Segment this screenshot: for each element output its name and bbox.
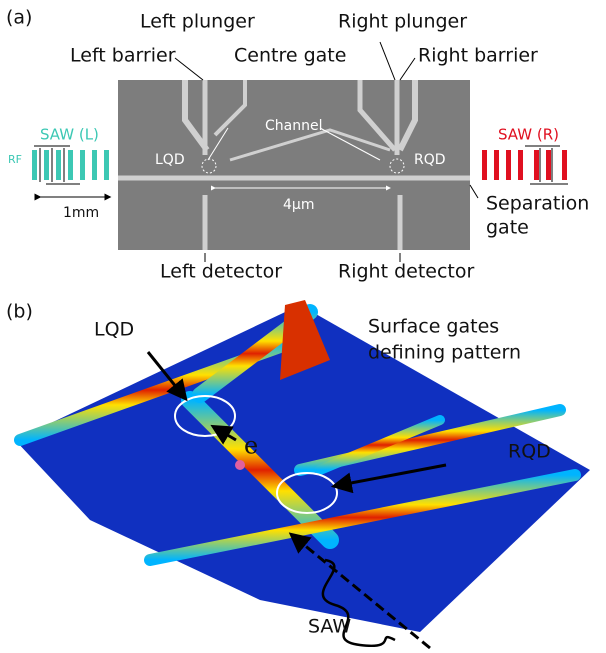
- label: RQD: [414, 152, 446, 168]
- label: 1mm: [63, 205, 99, 221]
- label: Right detector: [338, 261, 474, 283]
- label: Surface gates: [368, 316, 499, 338]
- label: LQD: [94, 319, 134, 341]
- idt-right: [482, 150, 567, 180]
- label: Left barrier: [70, 45, 176, 67]
- label: Right barrier: [418, 45, 538, 67]
- panel-b: (b) LQD Surface gates defining pattern e…: [6, 300, 590, 648]
- label: Left plunger: [140, 11, 255, 33]
- label: SAW (L): [40, 126, 99, 144]
- label: Centre gate: [234, 45, 346, 67]
- label: SAW: [308, 616, 351, 638]
- label: SAW (R): [498, 126, 559, 144]
- label: 4μm: [283, 197, 314, 213]
- label: LQD: [155, 152, 185, 168]
- idt-left: [32, 150, 109, 180]
- panel-label: (a): [6, 7, 32, 29]
- label: Channel: [265, 118, 322, 134]
- label: Right plunger: [338, 11, 467, 33]
- panel-label: (b): [6, 301, 33, 323]
- figure: (a) Left plunger Right plunger Left barr…: [0, 0, 606, 653]
- label: Left detector: [160, 261, 282, 283]
- label: Separation: [486, 193, 589, 215]
- label: RF: [8, 153, 22, 166]
- panel-a: (a) Left plunger Right plunger Left barr…: [6, 7, 589, 283]
- label: gate: [486, 217, 529, 239]
- label: defining pattern: [368, 342, 521, 364]
- label: RQD: [508, 441, 551, 463]
- label: e: [244, 432, 258, 460]
